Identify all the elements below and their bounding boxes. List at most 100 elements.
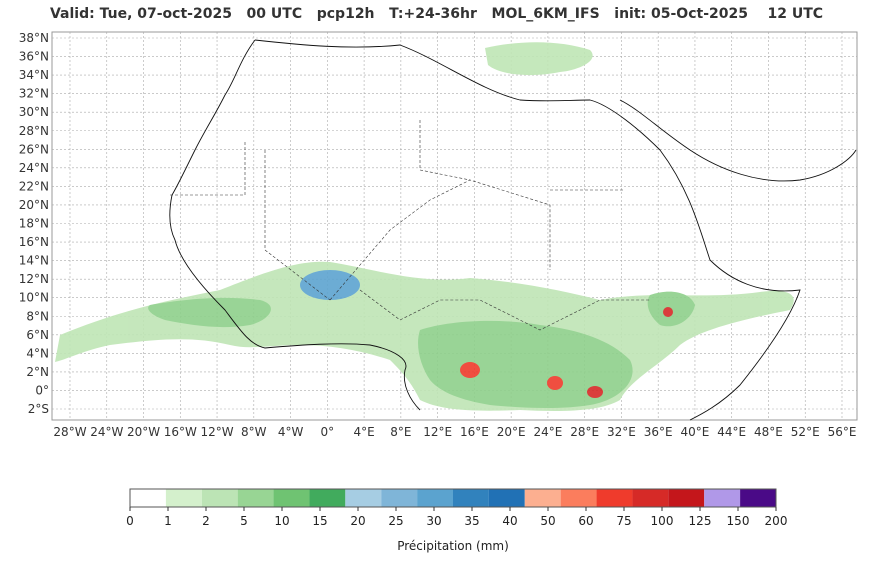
lon-label: 44°E bbox=[717, 425, 746, 439]
colorbar-tick-label: 75 bbox=[616, 514, 631, 528]
precip-west-africa bbox=[148, 297, 271, 328]
lat-label: 36°N bbox=[19, 50, 49, 64]
lat-label: 38°N bbox=[19, 31, 49, 45]
colorbar-tick-label: 100 bbox=[651, 514, 674, 528]
colorbar-tick-labels: 0 1 2 5 10 15 20 25 30 35 40 50 60 75 100 125 150 200 bbox=[126, 507, 787, 528]
colorbar-label: Précipitation (mm) bbox=[397, 539, 509, 553]
precip-core-sahel bbox=[300, 270, 360, 300]
coastline-north-africa bbox=[254, 39, 801, 421]
colorbar-swatch bbox=[596, 489, 633, 507]
colorbar-tick-label: 60 bbox=[578, 514, 593, 528]
coastline-africa bbox=[169, 39, 421, 411]
colorbar-tick-label: 30 bbox=[426, 514, 441, 528]
lon-label: 20°W bbox=[127, 425, 160, 439]
colorbar-tick-label: 35 bbox=[464, 514, 479, 528]
lat-label: 32°N bbox=[19, 87, 49, 101]
colorbar-tick-label: 20 bbox=[350, 514, 365, 528]
map-title: Valid: Tue, 07-oct-2025 00 UTC pcp12h T:… bbox=[49, 6, 824, 22]
precip-core-congo bbox=[460, 362, 480, 378]
lat-label: 2°N bbox=[26, 365, 49, 379]
lon-label: 8°E bbox=[390, 425, 411, 439]
colorbar-tick-label: 2 bbox=[202, 514, 210, 528]
colorbar-tick-label: 5 bbox=[240, 514, 248, 528]
lon-label: 32°E bbox=[607, 425, 636, 439]
country-borders bbox=[170, 120, 650, 331]
lon-label: 56°E bbox=[828, 425, 857, 439]
lon-label: 52°E bbox=[791, 425, 820, 439]
lon-label: 16°W bbox=[164, 425, 197, 439]
lat-label: 12°N bbox=[19, 272, 49, 286]
lon-label: 0° bbox=[321, 425, 335, 439]
colorbar-tick-label: 150 bbox=[727, 514, 750, 528]
lon-label: 36°E bbox=[644, 425, 673, 439]
colorbar bbox=[129, 488, 777, 508]
colorbar-tick-label: 200 bbox=[765, 514, 788, 528]
longitude-labels: 28°W 24°W 20°W 16°W 12°W 8°W 4°W 0° 4°E 8°E 12°E 16… bbox=[53, 425, 856, 439]
lat-label: 18°N bbox=[19, 217, 49, 231]
precip-core-drc bbox=[547, 376, 563, 390]
lon-label: 24°W bbox=[90, 425, 123, 439]
lon-label: 8°W bbox=[241, 425, 267, 439]
lon-label: 40°E bbox=[681, 425, 710, 439]
lat-label: 28°N bbox=[19, 124, 49, 138]
lat-label: 26°N bbox=[19, 142, 49, 156]
coastlines bbox=[169, 39, 857, 421]
colorbar-swatch bbox=[309, 489, 346, 507]
precip-core-ethiopia bbox=[663, 307, 673, 317]
lon-label: 4°W bbox=[278, 425, 304, 439]
colorbar-swatch bbox=[201, 489, 238, 507]
lat-label: 30°N bbox=[19, 105, 49, 119]
lat-label: 8°N bbox=[26, 309, 49, 323]
colorbar-swatch bbox=[237, 489, 274, 507]
lat-label: 22°N bbox=[19, 179, 49, 193]
colorbar-swatch bbox=[273, 489, 310, 507]
lon-label: 4°E bbox=[353, 425, 374, 439]
colorbar-swatch bbox=[130, 489, 166, 507]
lat-label: 16°N bbox=[19, 235, 49, 249]
lon-label: 12°W bbox=[200, 425, 233, 439]
lat-label: 20°N bbox=[19, 198, 49, 212]
colorbar-tick-label: 25 bbox=[388, 514, 403, 528]
colorbar-tick-label: 50 bbox=[540, 514, 555, 528]
lat-label: 10°N bbox=[19, 291, 49, 305]
colorbar-outline bbox=[129, 488, 777, 508]
lat-label: 24°N bbox=[19, 161, 49, 175]
colorbar-swatch bbox=[453, 489, 489, 507]
colorbar-swatch bbox=[632, 489, 669, 507]
precipitation-areas bbox=[55, 42, 794, 411]
colorbar-tick-label: 15 bbox=[312, 514, 327, 528]
colorbar-swatch bbox=[165, 489, 202, 507]
colorbar-swatch bbox=[417, 489, 453, 507]
colorbar-tick-label: 1 bbox=[164, 514, 172, 528]
lon-label: 28°E bbox=[570, 425, 599, 439]
colorbar-swatch bbox=[381, 489, 418, 507]
lon-label: 16°E bbox=[460, 425, 489, 439]
lat-label: 14°N bbox=[19, 254, 49, 268]
lat-label: 4°N bbox=[26, 346, 49, 360]
colorbar-swatch bbox=[740, 489, 776, 507]
lon-label: 20°E bbox=[497, 425, 526, 439]
precip-core-uganda bbox=[587, 386, 603, 398]
lat-label: 0° bbox=[35, 383, 49, 397]
colorbar-swatch bbox=[668, 489, 705, 507]
map-gridlines bbox=[52, 32, 857, 420]
colorbar-swatch bbox=[560, 489, 597, 507]
lon-label: 28°W bbox=[53, 425, 86, 439]
lon-label: 12°E bbox=[423, 425, 452, 439]
lat-label: 2°S bbox=[28, 402, 49, 416]
colorbar-swatch bbox=[704, 489, 741, 507]
precip-mediterranean bbox=[485, 42, 593, 76]
precip-central-africa bbox=[418, 320, 633, 409]
lon-label: 48°E bbox=[754, 425, 783, 439]
coastline-arabia bbox=[619, 99, 857, 182]
colorbar-tick-label: 10 bbox=[274, 514, 289, 528]
lat-label: 6°N bbox=[26, 328, 49, 342]
colorbar-tick-label: 40 bbox=[502, 514, 517, 528]
colorbar-tick-label: 125 bbox=[689, 514, 712, 528]
colorbar-tick-label: 0 bbox=[126, 514, 134, 528]
lat-label: 34°N bbox=[19, 68, 49, 82]
colorbar-swatch bbox=[488, 489, 525, 507]
latitude-labels: 38°N 36°N 34°N 32°N 30°N 28°N 26°N 24°N 22°N 20°N… bbox=[19, 31, 49, 416]
lon-label: 24°E bbox=[533, 425, 562, 439]
